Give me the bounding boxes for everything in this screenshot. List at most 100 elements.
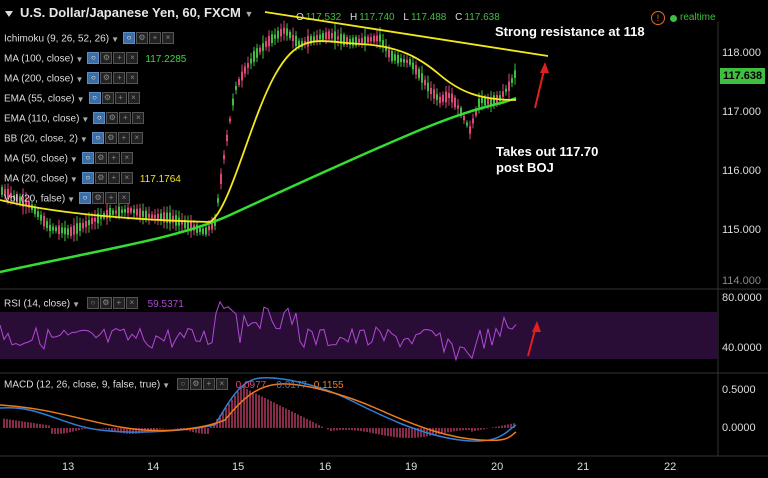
close-icon[interactable]: × <box>161 32 174 45</box>
candle-body <box>340 33 342 44</box>
gear-icon[interactable]: ⚙ <box>100 72 113 85</box>
candle-body <box>343 34 345 46</box>
indicator-row[interactable]: EMA (110, close) ▼ ○ ⚙ + × <box>4 111 145 127</box>
add-icon[interactable]: + <box>114 92 127 105</box>
gear-icon[interactable]: ⚙ <box>94 172 107 185</box>
gear-icon[interactable]: ⚙ <box>101 92 114 105</box>
candle-body <box>274 34 276 39</box>
add-icon[interactable]: + <box>107 172 120 185</box>
candle-body <box>208 225 210 231</box>
candle-body <box>130 208 132 213</box>
add-icon[interactable]: + <box>113 72 126 85</box>
candle-body <box>1 187 3 195</box>
eye-icon[interactable]: ○ <box>87 52 100 65</box>
eye-icon[interactable]: ○ <box>87 72 100 85</box>
alert-icon[interactable]: ! <box>651 11 665 25</box>
indicator-row[interactable]: MA (20, close) ▼ ○ ⚙ + × 117.1764 <box>4 171 181 187</box>
close-icon[interactable]: × <box>118 192 131 205</box>
close-icon[interactable]: × <box>130 132 143 145</box>
chevron-down-icon[interactable]: ▼ <box>76 94 85 104</box>
chevron-down-icon[interactable]: ▼ <box>162 380 171 390</box>
time-tick: 19 <box>405 461 418 473</box>
chevron-down-icon[interactable]: ▼ <box>244 9 254 19</box>
candle-body <box>475 108 477 116</box>
candle-body <box>121 209 123 213</box>
candle-body <box>28 201 30 208</box>
candle-body <box>289 31 291 39</box>
gear-icon[interactable]: ⚙ <box>100 52 113 65</box>
add-icon[interactable]: + <box>117 132 130 145</box>
close-icon[interactable]: × <box>127 92 140 105</box>
chevron-down-icon[interactable]: ▼ <box>72 299 81 309</box>
close-icon[interactable]: × <box>120 152 133 165</box>
gear-icon[interactable]: ⚙ <box>135 32 148 45</box>
eye-icon[interactable]: ○ <box>79 192 92 205</box>
candle-body <box>424 79 426 86</box>
eye-icon[interactable]: ○ <box>88 92 101 105</box>
macd-controls: ○ ⚙ + × <box>176 377 229 393</box>
gear-icon[interactable]: ⚙ <box>189 378 202 391</box>
indicator-row[interactable]: MA (50, close) ▼ ○ ⚙ + × <box>4 151 134 167</box>
chevron-down-icon[interactable]: ▼ <box>81 114 90 124</box>
candle-body <box>451 93 453 103</box>
eye-icon[interactable]: ○ <box>81 152 94 165</box>
time-tick: 14 <box>147 461 160 473</box>
indicator-row[interactable]: Ichimoku (9, 26, 52, 26) ▼ ○ ⚙ + × <box>4 31 175 47</box>
add-icon[interactable]: + <box>113 52 126 65</box>
indicator-row[interactable]: EMA (55, close) ▼ ○ ⚙ + × <box>4 91 141 107</box>
candle-body <box>484 96 486 106</box>
price-tick: 114.000 <box>722 275 761 287</box>
gear-icon[interactable]: ⚙ <box>94 152 107 165</box>
indicator-row[interactable]: BB (20, close, 2) ▼ ○ ⚙ + × <box>4 131 144 147</box>
candle-body <box>256 48 258 58</box>
chevron-down-icon[interactable]: ▼ <box>75 54 84 64</box>
candle-body <box>190 221 192 232</box>
chevron-down-icon[interactable]: ▼ <box>69 154 78 164</box>
close-icon[interactable]: × <box>126 72 139 85</box>
eye-icon[interactable]: ○ <box>122 32 135 45</box>
indicator-label: BB (20, close, 2) <box>4 133 78 145</box>
close-icon[interactable]: × <box>125 297 138 310</box>
add-icon[interactable]: + <box>107 152 120 165</box>
candle-body <box>43 215 45 227</box>
close-icon[interactable]: × <box>120 172 133 185</box>
resistance-line <box>264 11 549 57</box>
gear-icon[interactable]: ⚙ <box>99 297 112 310</box>
candle-body <box>64 227 66 235</box>
chevron-down-icon[interactable]: ▼ <box>75 74 84 84</box>
ma-yellow-line <box>0 40 517 223</box>
candle-body <box>154 214 156 219</box>
add-icon[interactable]: + <box>112 297 125 310</box>
candle-body <box>238 78 240 86</box>
eye-icon[interactable]: ○ <box>81 172 94 185</box>
macd-value-1: 0.0977 <box>235 379 267 391</box>
indicator-label: MA (200, close) <box>4 73 74 85</box>
chevron-down-icon[interactable]: ▼ <box>69 174 78 184</box>
gear-icon[interactable]: ⚙ <box>106 112 119 125</box>
indicator-row[interactable]: MA (100, close) ▼ ○ ⚙ + × 117.2285 <box>4 51 186 67</box>
indicator-row[interactable]: Vol (20, false) ▼ ○ ⚙ + × <box>4 191 131 207</box>
add-icon[interactable]: + <box>148 32 161 45</box>
chevron-down-icon[interactable]: ▼ <box>79 134 88 144</box>
gear-icon[interactable]: ⚙ <box>92 192 105 205</box>
candle-body <box>19 196 21 204</box>
collapse-icon[interactable] <box>4 8 14 18</box>
candle-body <box>445 91 447 103</box>
indicator-row[interactable]: MA (200, close) ▼ ○ ⚙ + × <box>4 71 139 87</box>
gear-icon[interactable]: ⚙ <box>104 132 117 145</box>
eye-icon[interactable]: ○ <box>86 297 99 310</box>
symbol-title[interactable]: U.S. Dollar/Japanese Yen, 60, FXCM ▼ <box>20 5 253 20</box>
realtime-dot-icon <box>670 15 677 22</box>
close-icon[interactable]: × <box>126 52 139 65</box>
add-icon[interactable]: + <box>119 112 132 125</box>
add-icon[interactable]: + <box>105 192 118 205</box>
close-icon[interactable]: × <box>132 112 145 125</box>
chevron-down-icon[interactable]: ▼ <box>67 194 76 204</box>
eye-icon[interactable]: ○ <box>176 378 189 391</box>
add-icon[interactable]: + <box>202 378 215 391</box>
close-icon[interactable]: × <box>215 378 228 391</box>
chevron-down-icon[interactable]: ▼ <box>111 34 119 44</box>
eye-icon[interactable]: ○ <box>91 132 104 145</box>
eye-icon[interactable]: ○ <box>93 112 106 125</box>
